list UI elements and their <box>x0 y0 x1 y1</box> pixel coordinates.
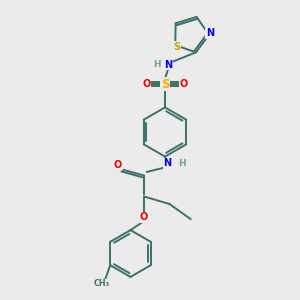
Text: S: S <box>161 77 169 91</box>
Text: N: N <box>163 158 172 169</box>
Text: N: N <box>206 28 214 38</box>
Text: H: H <box>153 60 160 69</box>
Text: O: O <box>142 79 151 89</box>
Text: S: S <box>173 42 180 52</box>
Text: CH₃: CH₃ <box>93 279 110 288</box>
Text: N: N <box>164 59 173 70</box>
Text: O: O <box>179 79 188 89</box>
Text: O: O <box>140 212 148 223</box>
Text: H: H <box>178 159 185 168</box>
Text: O: O <box>114 160 122 170</box>
